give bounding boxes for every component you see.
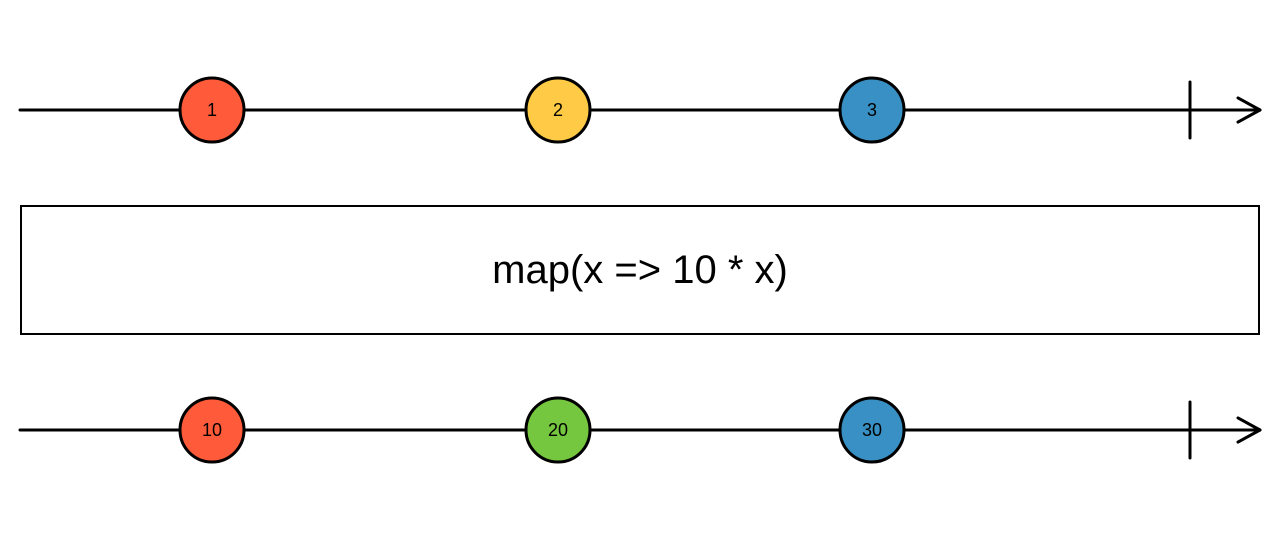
marble-label: 30	[862, 420, 882, 440]
marble-label: 20	[548, 420, 568, 440]
marble-label: 3	[867, 100, 877, 120]
operator-box: map(x => 10 * x)	[20, 205, 1260, 335]
marble-label: 2	[553, 100, 563, 120]
operator-label: map(x => 10 * x)	[492, 248, 788, 293]
marble-label: 10	[202, 420, 222, 440]
marble-label: 1	[207, 100, 217, 120]
